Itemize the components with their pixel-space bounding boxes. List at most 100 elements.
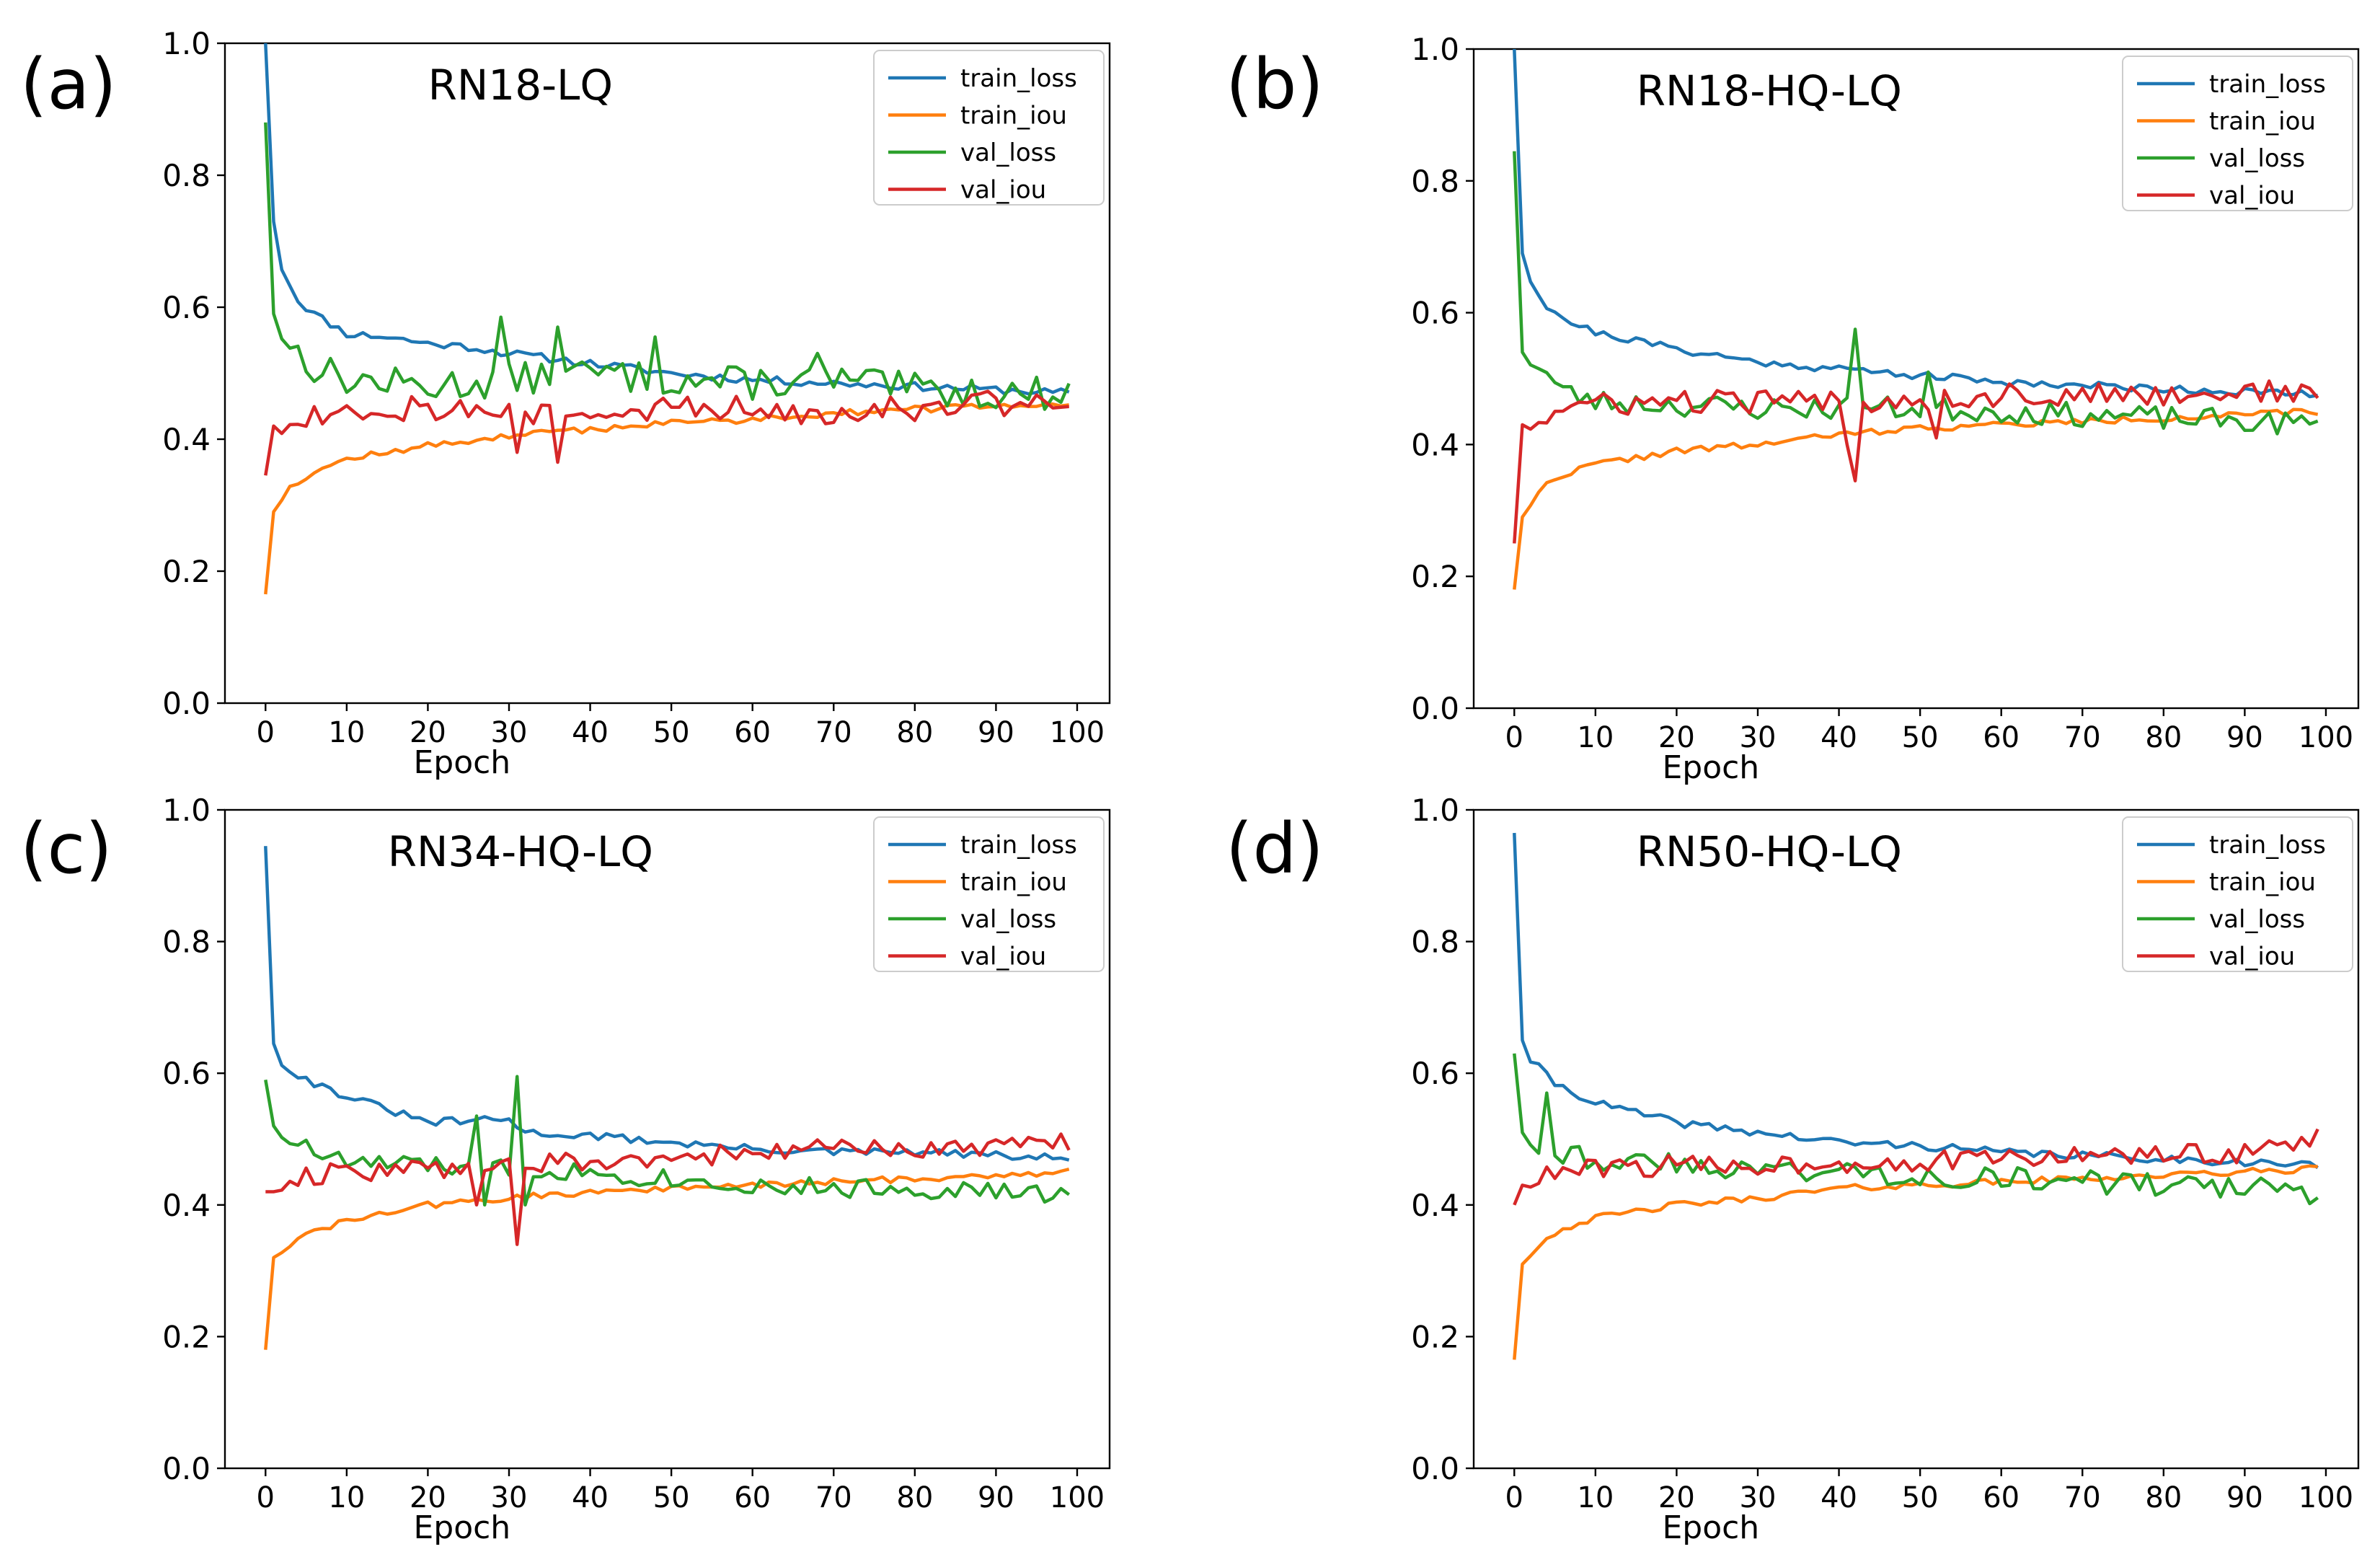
x-tick-label: 60 (1983, 1481, 2020, 1514)
x-tick-label: 0 (1505, 1481, 1523, 1514)
series-line-train-loss (264, 846, 1070, 1162)
legend-entry: val_loss (2209, 905, 2305, 934)
x-tick-label: 50 (653, 1481, 690, 1514)
x-tick-label: 40 (1821, 721, 1857, 754)
x-tick-label: 10 (328, 716, 365, 749)
series-line-train-loss (1513, 832, 2319, 1170)
legend-box (2122, 816, 2353, 972)
x-axis-label: Epoch (1662, 749, 1759, 786)
chart-title: RN50-HQ-LQ (1637, 827, 1902, 876)
y-tick-label: 0.0 (162, 686, 211, 721)
panel-label: (c) (20, 808, 112, 889)
chart-panel: (d) 0.0 0.2 0.4 0.6 0.8 1.0 0 10 20 30 40 50 60 70 80 90… (1226, 793, 2360, 1546)
x-tick-label: 90 (978, 716, 1014, 749)
series-line-val-iou (1513, 379, 2319, 544)
y-tick-label: 0.6 (162, 290, 211, 325)
legend-entry: train_loss (960, 64, 1077, 93)
series-line-train-iou (264, 1168, 1070, 1350)
x-tick-label: 40 (572, 716, 609, 749)
y-tick-label: 0.4 (162, 422, 211, 457)
x-tick-label: 40 (572, 1481, 609, 1514)
x-tick-label: 50 (1902, 1481, 1939, 1514)
legend-entry: train_iou (960, 868, 1067, 897)
panel-label: (a) (20, 44, 117, 125)
x-tick-label: 0 (1505, 721, 1523, 754)
legend-entry: train_iou (2209, 107, 2316, 136)
x-tick-label: 30 (491, 716, 528, 749)
legend: train_loss train_iou val_loss val_iou (873, 816, 1105, 972)
legend-entry: val_iou (2209, 943, 2295, 971)
legend-entry: train_loss (960, 831, 1077, 860)
y-tick-label: 0.4 (162, 1188, 211, 1223)
legend-box (2122, 56, 2353, 211)
x-tick-label: 80 (896, 1481, 933, 1514)
x-axis-label: Epoch (413, 744, 510, 781)
legend-box (873, 50, 1105, 206)
chart-panel: (a) 0.0 0.2 0.4 0.6 0.8 1.0 0 10 20 30 40 50 60 70 80 90… (20, 26, 1111, 781)
x-tick-label: 100 (1050, 1481, 1105, 1514)
x-tick-label: 100 (2299, 1481, 2353, 1514)
x-tick-label: 20 (1658, 1481, 1695, 1514)
y-tick-label: 0.0 (1411, 1451, 1459, 1486)
y-tick-label: 0.8 (1411, 164, 1459, 199)
y-tick-label: 0.8 (1411, 925, 1459, 960)
series-line-val-loss (1513, 1053, 2319, 1206)
x-tick-label: 80 (2145, 721, 2182, 754)
series-line-train-iou (1513, 1164, 2318, 1360)
x-axis-label: Epoch (413, 1509, 510, 1546)
y-tick-label: 0.0 (162, 1451, 211, 1486)
x-tick-label: 30 (1740, 1481, 1777, 1514)
legend-entry: train_loss (2209, 70, 2326, 99)
legend-entry: val_loss (960, 138, 1056, 167)
y-tick-label: 0.6 (162, 1056, 211, 1091)
legend-box (873, 816, 1105, 972)
x-tick-label: 70 (2064, 721, 2101, 754)
y-tick-label: 0.2 (1411, 1319, 1459, 1354)
x-tick-label: 80 (2145, 1481, 2182, 1514)
series-line-val-loss (264, 122, 1071, 411)
y-tick-label: 1.0 (1411, 793, 1459, 828)
y-tick-label: 0.6 (1411, 1056, 1459, 1091)
x-axis-label: Epoch (1662, 1509, 1759, 1546)
chart-title: RN18-LQ (428, 61, 613, 110)
y-tick-label: 1.0 (162, 793, 211, 828)
legend-entry: val_iou (2209, 182, 2295, 211)
x-tick-label: 70 (815, 716, 852, 749)
x-tick-label: 60 (1983, 721, 2020, 754)
panel-label: (b) (1226, 44, 1324, 125)
x-tick-label: 40 (1821, 1481, 1857, 1514)
series-line-val-iou (265, 1132, 1071, 1246)
y-tick-label: 0.2 (162, 1319, 211, 1354)
x-tick-label: 50 (1902, 721, 1939, 754)
y-tick-label: 1.0 (1411, 32, 1459, 67)
chart-panel: (c) 0.0 0.2 0.4 0.6 0.8 1.0 0 10 20 30 40 50 60 70 80 90… (20, 793, 1111, 1546)
series-line-train-iou (264, 402, 1069, 595)
series-line-val-loss (1513, 151, 2319, 436)
x-tick-label: 20 (1658, 721, 1695, 754)
y-tick-label: 0.0 (1411, 691, 1459, 726)
x-tick-label: 80 (896, 716, 933, 749)
legend: train_loss train_iou val_loss val_iou (873, 50, 1105, 206)
x-tick-label: 10 (1577, 721, 1614, 754)
series-line-train-loss (264, 43, 1070, 396)
legend-entry: val_iou (960, 176, 1046, 205)
series-line-val-loss (264, 1075, 1071, 1207)
legend-entry: val_loss (2209, 144, 2305, 173)
y-tick-label: 0.2 (162, 554, 211, 589)
x-tick-label: 20 (410, 716, 446, 749)
legend-entry: val_iou (960, 943, 1046, 971)
panel-label: (d) (1226, 808, 1324, 889)
legend: train_loss train_iou val_loss val_iou (2122, 56, 2353, 211)
x-tick-label: 70 (2064, 1481, 2101, 1514)
x-tick-label: 60 (734, 1481, 771, 1514)
legend: train_loss train_iou val_loss val_iou (2122, 816, 2353, 972)
series-line-val-iou (1513, 1128, 2319, 1206)
x-tick-label: 30 (491, 1481, 528, 1514)
x-tick-label: 100 (1050, 716, 1105, 749)
legend-entry: train_iou (960, 102, 1067, 131)
x-tick-label: 50 (653, 716, 690, 749)
chart-panel: (b) 0.0 0.2 0.4 0.6 0.8 1.0 0 10 20 30 40 50 60 70 80 90… (1226, 32, 2360, 786)
x-tick-label: 10 (328, 1481, 365, 1514)
